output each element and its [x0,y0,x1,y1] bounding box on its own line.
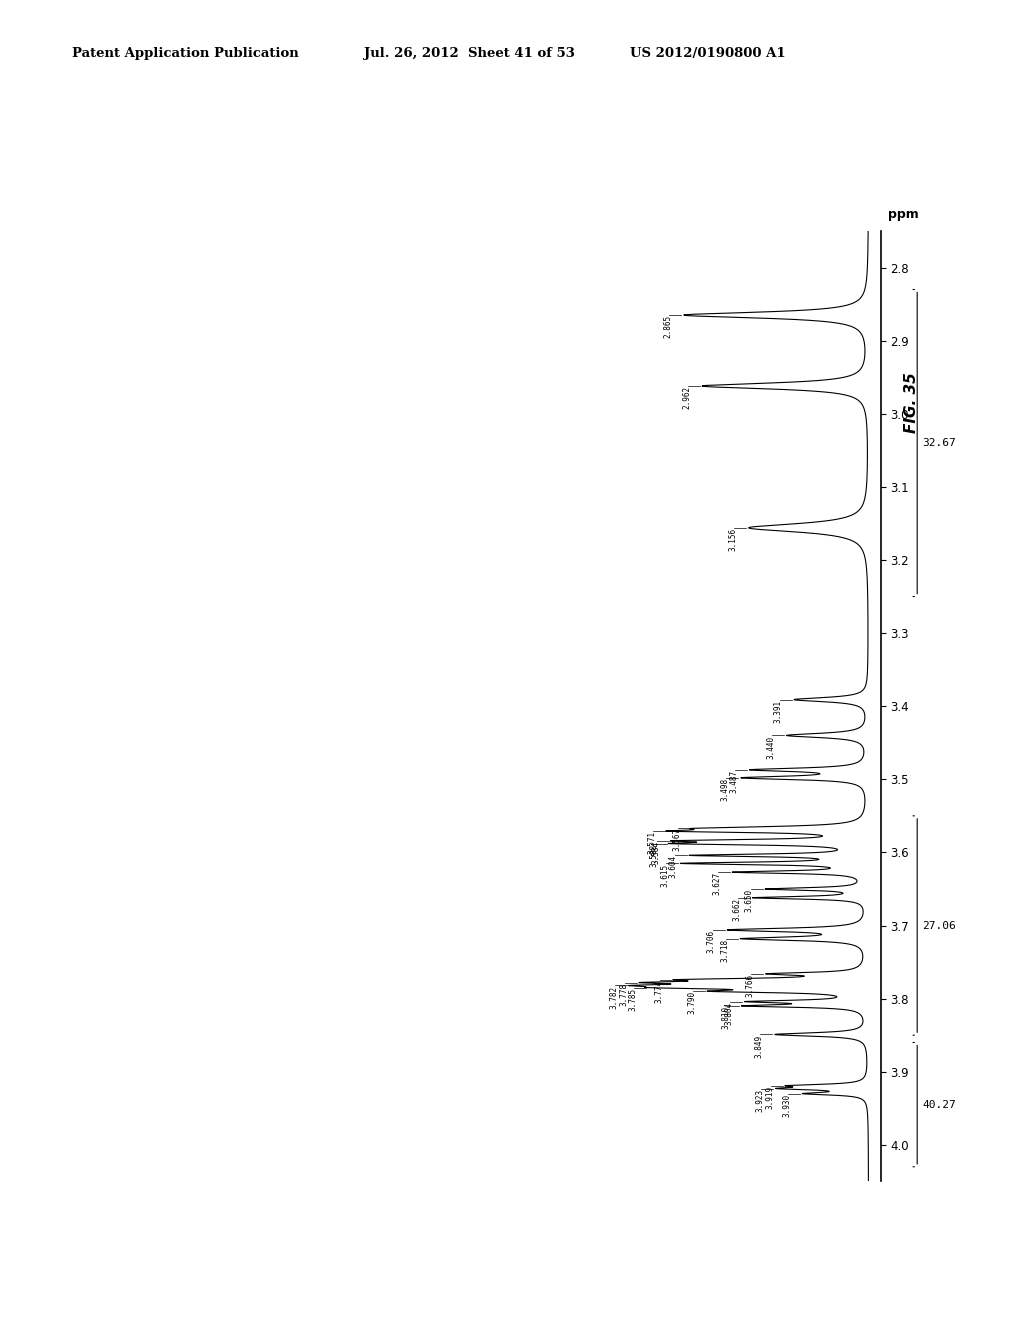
Text: 3.650: 3.650 [744,888,754,912]
Text: 3.785: 3.785 [629,987,638,1011]
Text: 3.391: 3.391 [774,700,783,723]
Text: 3.790: 3.790 [687,991,696,1015]
Text: 3.919: 3.919 [765,1085,774,1109]
Text: FIG. 35: FIG. 35 [904,372,919,433]
Text: 3.584: 3.584 [651,841,660,863]
Text: 2.865: 2.865 [664,315,673,338]
Text: 3.849: 3.849 [755,1035,764,1057]
Text: 3.498: 3.498 [721,777,730,801]
Text: 3.774: 3.774 [654,979,664,1003]
Text: 2.962: 2.962 [682,385,691,409]
Text: 3.487: 3.487 [729,770,738,793]
Text: 3.604: 3.604 [669,855,678,879]
Text: 3.440: 3.440 [766,735,775,759]
Text: 3.804: 3.804 [725,1002,733,1024]
Text: 3.571: 3.571 [647,832,656,854]
Text: 3.718: 3.718 [720,939,729,962]
Text: 3.567: 3.567 [673,828,682,851]
Text: 3.662: 3.662 [732,898,741,921]
Text: 3.627: 3.627 [712,873,721,895]
Text: US 2012/0190800 A1: US 2012/0190800 A1 [630,46,785,59]
Text: 3.810: 3.810 [722,1006,730,1030]
Text: 3.778: 3.778 [620,982,628,1006]
Text: 3.588: 3.588 [650,843,658,867]
Text: 3.923: 3.923 [756,1089,765,1111]
Text: 3.766: 3.766 [745,974,755,997]
Text: 3.156: 3.156 [728,528,737,550]
Text: ppm: ppm [888,209,919,222]
Text: 3.706: 3.706 [707,929,716,953]
Text: Patent Application Publication: Patent Application Publication [72,46,298,59]
Text: 32.67: 32.67 [923,438,956,447]
Text: 27.06: 27.06 [923,920,956,931]
Text: 3.782: 3.782 [609,986,618,1008]
Text: 40.27: 40.27 [923,1100,956,1110]
Text: Jul. 26, 2012  Sheet 41 of 53: Jul. 26, 2012 Sheet 41 of 53 [364,46,574,59]
Text: 3.930: 3.930 [782,1094,792,1117]
Text: 3.615: 3.615 [660,863,670,887]
